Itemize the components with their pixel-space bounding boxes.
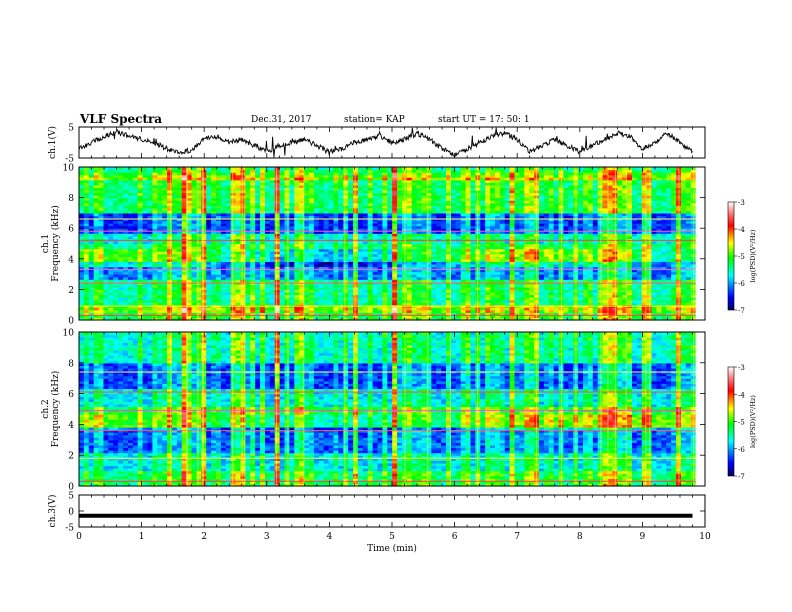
- ch1-waveform-line: [78, 127, 693, 158]
- ch2-colorbar: [727, 366, 735, 477]
- x-tick-label: 0: [76, 532, 82, 542]
- x-tick-label: 2: [201, 532, 207, 542]
- x-axis-label: Time (min): [367, 543, 417, 554]
- ch2-colorbar-tick: -3: [738, 364, 745, 372]
- ch1-spectrogram-ylabel: ch.1Frequency (kHz): [41, 205, 61, 282]
- ch2-spectrogram-ytick-label: 10: [63, 329, 75, 339]
- ch1-colorbar-tick: -4: [738, 226, 745, 234]
- ch2-colorbar-tick: -7: [738, 473, 745, 481]
- chart-title: VLF Spectra: [80, 112, 163, 126]
- ch1-waveform-ylabel: ch.1(V): [47, 126, 58, 159]
- ch2-colorbar-label: log(PSD)(V²/Hz): [749, 395, 757, 448]
- ch2-colorbar-tick: -6: [738, 446, 745, 454]
- ch2-spectrogram-ytick-label: 0: [68, 483, 74, 493]
- ch2-spectrogram-ytick-label: 8: [68, 359, 74, 369]
- ch1-colorbar-tick: -5: [738, 253, 745, 261]
- ch1-waveform-ytick-label: -5: [65, 155, 74, 165]
- ch1-spectrogram-ytick-label: 4: [68, 255, 74, 265]
- ch1-colorbar-tick: -3: [738, 199, 745, 207]
- ch2-spectrogram-ylabel: ch.2Frequency (kHz): [41, 371, 61, 448]
- ch1-spectrogram-ytick-label: 8: [68, 194, 74, 204]
- x-tick-label: 1: [139, 532, 145, 542]
- ch1-spectrogram-ytick-label: 6: [68, 225, 74, 235]
- start-time-label: start UT = 17: 50: 1: [438, 115, 530, 125]
- ch2-colorbar-tick: -5: [738, 419, 745, 427]
- ch1-spectrogram-ytick-label: 10: [63, 164, 75, 174]
- ch1-colorbar-label: log(PSD)(V²/Hz): [749, 229, 757, 282]
- date-label: Dec.31, 2017: [251, 115, 312, 125]
- ch1-waveform-ytick-label: 5: [68, 124, 74, 134]
- ch1-spectrogram-ytick-label: 2: [68, 286, 74, 296]
- ch2-spectrogram-ytick-label: 4: [68, 421, 74, 431]
- x-tick-label: 8: [577, 532, 583, 542]
- ch1-colorbar: [727, 201, 735, 311]
- x-tick-label: 5: [389, 532, 395, 542]
- x-tick-label: 7: [514, 532, 520, 542]
- ch2-spectrogram-ytick-label: 2: [68, 452, 74, 462]
- station-label: station= KAP: [344, 115, 405, 125]
- ch1-spectrogram-ytick-label: 0: [68, 317, 74, 327]
- ch1-colorbar-tick: -6: [738, 280, 745, 288]
- ch3-waveform-ytick-label: -5: [65, 524, 74, 534]
- ch3-waveform-ytick-label: 0: [68, 508, 74, 518]
- x-tick-label: 4: [327, 532, 333, 542]
- x-tick-label: 9: [640, 532, 646, 542]
- x-tick-label: 6: [452, 532, 458, 542]
- ch2-spectrogram-ytick-label: 6: [68, 390, 74, 400]
- ch3-waveform-ylabel: ch.3(V): [47, 495, 58, 528]
- x-tick-label: 3: [264, 532, 270, 542]
- x-tick-label: 10: [699, 532, 711, 542]
- ch1-colorbar-tick: -7: [738, 307, 745, 315]
- ch3-waveform-ytick-label: 5: [68, 492, 74, 502]
- ch2-colorbar-tick: -4: [738, 391, 745, 399]
